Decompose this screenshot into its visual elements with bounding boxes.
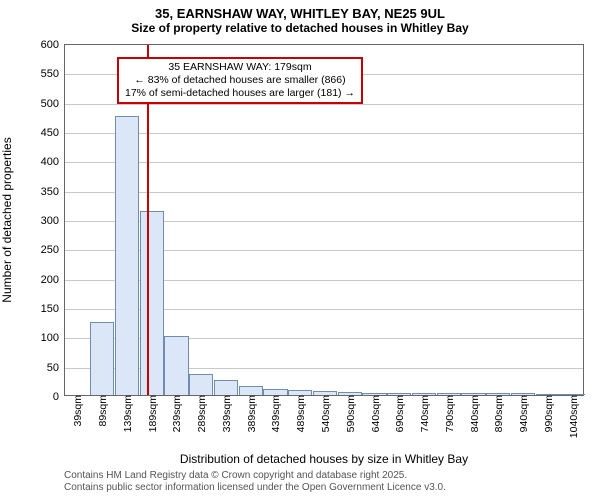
- x-tick-label: 39sqm: [70, 395, 84, 427]
- y-tick-label: 500: [41, 98, 65, 110]
- y-tick-label: 50: [47, 362, 65, 374]
- footer-line-1: Contains HM Land Registry data © Crown c…: [64, 470, 446, 482]
- x-tick-label: 690sqm: [392, 395, 406, 432]
- attribution-footer: Contains HM Land Registry data © Crown c…: [64, 470, 446, 494]
- x-tick-label: 590sqm: [343, 395, 357, 432]
- y-tick-label: 250: [41, 244, 65, 256]
- chart-subtitle: Size of property relative to detached ho…: [0, 21, 600, 35]
- x-tick-label: 89sqm: [95, 395, 109, 427]
- x-tick-label: 740sqm: [417, 395, 431, 432]
- x-tick-label: 940sqm: [516, 395, 530, 432]
- plot-area: 05010015020025030035040045050055060039sq…: [64, 44, 584, 396]
- y-tick-label: 400: [41, 156, 65, 168]
- gridline: [65, 192, 583, 193]
- histogram-bar: [140, 211, 164, 395]
- x-tick-label: 1040sqm: [566, 395, 580, 438]
- y-tick-label: 100: [41, 332, 65, 344]
- histogram-bar: [214, 380, 238, 395]
- x-tick-label: 840sqm: [467, 395, 481, 432]
- x-tick-label: 640sqm: [368, 395, 382, 432]
- histogram-bar: [189, 374, 213, 395]
- annotation-line: 17% of semi-detached houses are larger (…: [125, 87, 355, 100]
- x-tick-label: 389sqm: [244, 395, 258, 432]
- x-tick-label: 189sqm: [145, 395, 159, 432]
- annotation-box: 35 EARNSHAW WAY: 179sqm← 83% of detached…: [117, 57, 363, 104]
- x-tick-label: 890sqm: [491, 395, 505, 432]
- x-axis-title: Distribution of detached houses by size …: [64, 452, 584, 466]
- chart-title-block: 35, EARNSHAW WAY, WHITLEY BAY, NE25 9UL …: [0, 0, 600, 35]
- x-tick-label: 990sqm: [541, 395, 555, 432]
- x-tick-label: 790sqm: [442, 395, 456, 432]
- x-tick-label: 339sqm: [219, 395, 233, 432]
- histogram-bar: [164, 336, 188, 395]
- y-tick-label: 150: [41, 303, 65, 315]
- footer-line-2: Contains public sector information licen…: [64, 482, 446, 494]
- histogram-bar: [90, 322, 114, 395]
- annotation-line: 35 EARNSHAW WAY: 179sqm: [125, 61, 355, 74]
- x-tick-label: 239sqm: [169, 395, 183, 432]
- x-tick-label: 289sqm: [194, 395, 208, 432]
- y-tick-label: 550: [41, 68, 65, 80]
- histogram-bar: [239, 386, 263, 395]
- x-tick-label: 489sqm: [293, 395, 307, 432]
- gridline: [65, 133, 583, 134]
- histogram-bar: [115, 116, 139, 395]
- y-tick-label: 350: [41, 186, 65, 198]
- y-tick-label: 200: [41, 274, 65, 286]
- x-tick-label: 540sqm: [318, 395, 332, 432]
- y-axis-title: Number of detached properties: [0, 137, 14, 302]
- annotation-line: ← 83% of detached houses are smaller (86…: [125, 74, 355, 87]
- y-tick-label: 0: [53, 391, 65, 403]
- x-tick-label: 439sqm: [268, 395, 282, 432]
- y-tick-label: 300: [41, 215, 65, 227]
- y-tick-label: 600: [41, 39, 65, 51]
- x-tick-label: 139sqm: [120, 395, 134, 432]
- gridline: [65, 162, 583, 163]
- chart-title: 35, EARNSHAW WAY, WHITLEY BAY, NE25 9UL: [0, 6, 600, 21]
- y-tick-label: 450: [41, 127, 65, 139]
